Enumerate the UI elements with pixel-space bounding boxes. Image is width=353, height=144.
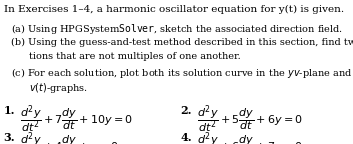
Text: 4.: 4. — [180, 132, 192, 143]
Text: $v(t)$-graphs.: $v(t)$-graphs. — [29, 81, 88, 95]
Text: 2.: 2. — [180, 105, 192, 116]
Text: $\dfrac{d^2y}{dt^2} + 5\dfrac{dy}{dt} + 6y = 0$: $\dfrac{d^2y}{dt^2} + 5\dfrac{dy}{dt} + … — [197, 103, 303, 135]
Text: (a) Using HPGSystem$\mathtt{Solver}$, sketch the associated direction field.: (a) Using HPGSystem$\mathtt{Solver}$, sk… — [11, 22, 343, 36]
Text: (b) Using the guess-and-test method described in this section, find two nonzero : (b) Using the guess-and-test method desc… — [11, 37, 353, 47]
Text: tions that are not multiples of one another.: tions that are not multiples of one anot… — [29, 52, 241, 61]
Text: $\dfrac{d^2y}{dt^2} + 4\dfrac{dy}{dt} + y = 0$: $\dfrac{d^2y}{dt^2} + 4\dfrac{dy}{dt} + … — [20, 130, 120, 144]
Text: $\dfrac{d^2y}{dt^2} + 6\dfrac{dy}{dt} + 7y = 0$: $\dfrac{d^2y}{dt^2} + 6\dfrac{dy}{dt} + … — [197, 130, 303, 144]
Text: In Exercises 1–4, a harmonic oscillator equation for y(t) is given.: In Exercises 1–4, a harmonic oscillator … — [4, 5, 345, 14]
Text: $\dfrac{d^2y}{dt^2} + 7\dfrac{dy}{dt} + 10y = 0$: $\dfrac{d^2y}{dt^2} + 7\dfrac{dy}{dt} + … — [20, 103, 134, 135]
Text: 1.: 1. — [4, 105, 15, 116]
Text: 3.: 3. — [4, 132, 15, 143]
Text: (c) For each solution, plot both its solution curve in the $yv$-plane and its $y: (c) For each solution, plot both its sol… — [11, 66, 353, 80]
